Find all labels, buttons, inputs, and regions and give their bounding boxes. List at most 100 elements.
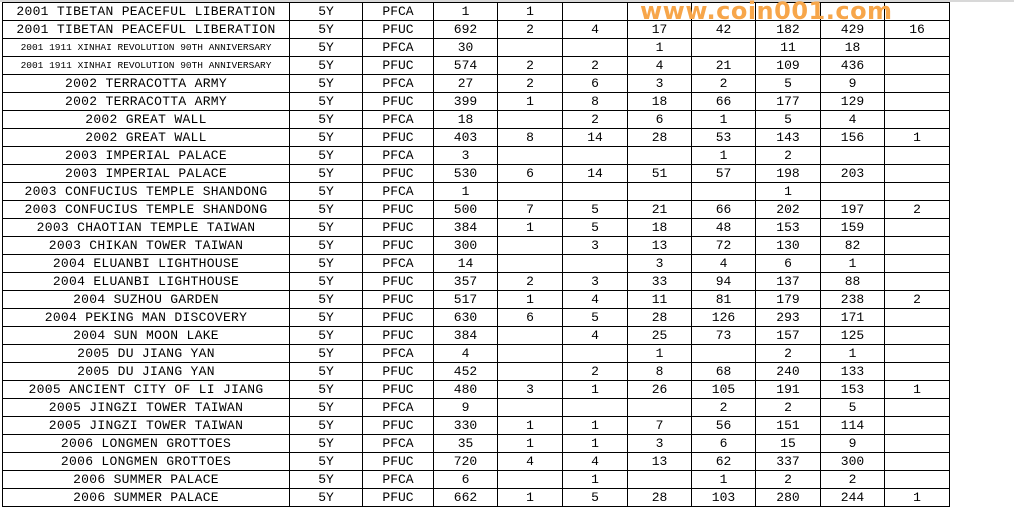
cell-grade-2[interactable]: 5	[562, 308, 628, 327]
cell-grade-4[interactable]: 1	[691, 110, 756, 129]
cell-total[interactable]: 517	[433, 290, 498, 309]
cell-grade-1[interactable]	[497, 398, 563, 417]
cell-grade[interactable]: PFUC	[362, 380, 434, 399]
cell-coin-name[interactable]: 2005 DU JIANG YAN	[2, 344, 290, 363]
cell-coin-name[interactable]: 2005 DU JIANG YAN	[2, 362, 290, 381]
cell-grade-5[interactable]: 198	[755, 164, 821, 183]
cell-grade-6[interactable]: 5	[820, 398, 885, 417]
cell-grade-6[interactable]: 1	[820, 344, 885, 363]
cell-grade-1[interactable]: 2	[497, 272, 563, 291]
cell-coin-name[interactable]: 2004 PEKING MAN DISCOVERY	[2, 308, 290, 327]
cell-term[interactable]: 5Y	[289, 74, 363, 93]
cell-grade-5[interactable]: 5	[755, 74, 821, 93]
cell-term[interactable]: 5Y	[289, 470, 363, 489]
cell-coin-name[interactable]: 2003 CHAOTIAN TEMPLE TAIWAN	[2, 218, 290, 237]
cell-grade-3[interactable]: 26	[627, 380, 692, 399]
cell-grade-2[interactable]: 4	[562, 20, 628, 39]
cell-grade-4[interactable]: 1	[691, 470, 756, 489]
cell-grade-4[interactable]	[691, 2, 756, 21]
cell-grade-7[interactable]	[884, 254, 950, 273]
cell-grade-7[interactable]	[884, 434, 950, 453]
cell-grade-6[interactable]: 238	[820, 290, 885, 309]
cell-grade-4[interactable]: 72	[691, 236, 756, 255]
cell-grade-5[interactable]: 2	[755, 146, 821, 165]
cell-grade-5[interactable]: 1	[755, 182, 821, 201]
cell-grade-1[interactable]	[497, 146, 563, 165]
cell-term[interactable]: 5Y	[289, 92, 363, 111]
cell-grade-4[interactable]: 94	[691, 272, 756, 291]
cell-grade-1[interactable]: 1	[497, 2, 563, 21]
cell-grade-4[interactable]: 42	[691, 20, 756, 39]
cell-total[interactable]: 357	[433, 272, 498, 291]
cell-grade-5[interactable]: 177	[755, 92, 821, 111]
cell-grade-1[interactable]	[497, 236, 563, 255]
cell-total[interactable]: 1	[433, 2, 498, 21]
cell-grade-3[interactable]: 8	[627, 362, 692, 381]
cell-grade-6[interactable]: 114	[820, 416, 885, 435]
cell-grade-6[interactable]: 153	[820, 380, 885, 399]
cell-coin-name[interactable]: 2003 IMPERIAL PALACE	[2, 164, 290, 183]
cell-grade-6[interactable]	[820, 146, 885, 165]
cell-grade-2[interactable]: 14	[562, 164, 628, 183]
cell-total[interactable]: 35	[433, 434, 498, 453]
cell-grade-6[interactable]: 129	[820, 92, 885, 111]
cell-grade-7[interactable]	[884, 56, 950, 75]
cell-grade-2[interactable]: 5	[562, 200, 628, 219]
cell-coin-name[interactable]: 2003 CHIKAN TOWER TAIWAN	[2, 236, 290, 255]
cell-grade-3[interactable]: 13	[627, 236, 692, 255]
cell-grade[interactable]: PFUC	[362, 56, 434, 75]
cell-grade-3[interactable]: 51	[627, 164, 692, 183]
cell-total[interactable]: 403	[433, 128, 498, 147]
cell-grade-1[interactable]	[497, 344, 563, 363]
cell-grade-2[interactable]: 4	[562, 290, 628, 309]
cell-term[interactable]: 5Y	[289, 218, 363, 237]
cell-grade[interactable]: PFUC	[362, 128, 434, 147]
cell-grade-5[interactable]: 143	[755, 128, 821, 147]
cell-total[interactable]: 300	[433, 236, 498, 255]
cell-grade-4[interactable]: 56	[691, 416, 756, 435]
cell-grade-3[interactable]	[627, 146, 692, 165]
cell-grade-2[interactable]: 1	[562, 380, 628, 399]
cell-grade-1[interactable]: 2	[497, 74, 563, 93]
cell-grade-7[interactable]: 2	[884, 200, 950, 219]
cell-grade-7[interactable]	[884, 182, 950, 201]
cell-grade-4[interactable]: 66	[691, 200, 756, 219]
cell-grade-7[interactable]	[884, 452, 950, 471]
cell-term[interactable]: 5Y	[289, 128, 363, 147]
cell-grade-7[interactable]	[884, 2, 950, 21]
cell-grade-1[interactable]	[497, 254, 563, 273]
cell-grade-1[interactable]: 1	[497, 434, 563, 453]
cell-grade-1[interactable]: 6	[497, 308, 563, 327]
cell-grade-6[interactable]: 2	[820, 470, 885, 489]
cell-grade-1[interactable]: 7	[497, 200, 563, 219]
cell-grade[interactable]: PFUC	[362, 218, 434, 237]
cell-grade-7[interactable]	[884, 110, 950, 129]
cell-term[interactable]: 5Y	[289, 416, 363, 435]
cell-grade-3[interactable]: 11	[627, 290, 692, 309]
cell-grade-4[interactable]: 4	[691, 254, 756, 273]
cell-grade-2[interactable]: 2	[562, 362, 628, 381]
cell-term[interactable]: 5Y	[289, 488, 363, 507]
cell-grade-4[interactable]: 48	[691, 218, 756, 237]
cell-grade-4[interactable]	[691, 38, 756, 57]
cell-coin-name[interactable]: 2006 LONGMEN GROTTOES	[2, 452, 290, 471]
cell-grade[interactable]: PFCA	[362, 146, 434, 165]
cell-grade-3[interactable]: 28	[627, 128, 692, 147]
cell-grade-4[interactable]: 57	[691, 164, 756, 183]
cell-total[interactable]: 384	[433, 326, 498, 345]
cell-grade[interactable]: PFUC	[362, 200, 434, 219]
cell-grade-6[interactable]: 300	[820, 452, 885, 471]
cell-grade-3[interactable]	[627, 2, 692, 21]
cell-grade-1[interactable]: 1	[497, 290, 563, 309]
cell-total[interactable]: 399	[433, 92, 498, 111]
cell-grade-5[interactable]: 202	[755, 200, 821, 219]
cell-grade[interactable]: PFUC	[362, 488, 434, 507]
cell-grade-4[interactable]: 53	[691, 128, 756, 147]
cell-grade-6[interactable]	[820, 182, 885, 201]
cell-grade-4[interactable]: 81	[691, 290, 756, 309]
cell-grade-5[interactable]: 11	[755, 38, 821, 57]
cell-grade-6[interactable]	[820, 2, 885, 21]
cell-coin-name[interactable]: 2002 TERRACOTTA ARMY	[2, 74, 290, 93]
cell-grade-3[interactable]: 28	[627, 308, 692, 327]
cell-grade-6[interactable]: 203	[820, 164, 885, 183]
